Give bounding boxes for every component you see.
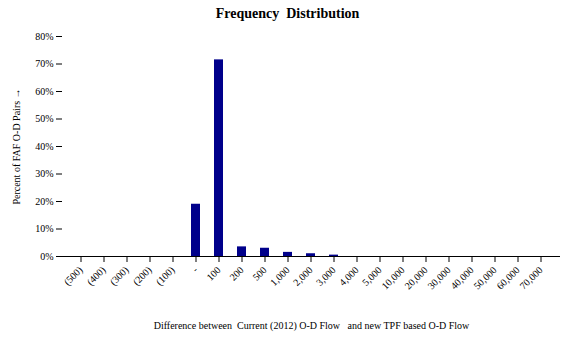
svg-text:(400): (400) — [85, 264, 109, 288]
svg-text:40%: 40% — [35, 141, 53, 152]
svg-text:70%: 70% — [35, 58, 53, 69]
html-text:Frequency Distribution: Frequency Distribution — [215, 6, 360, 21]
svg-text:200: 200 — [227, 264, 245, 282]
svg-text:60%: 60% — [35, 86, 53, 97]
svg-text:0%: 0% — [40, 251, 53, 262]
svg-text:40,000: 40,000 — [448, 264, 475, 291]
svg-text:20,000: 20,000 — [402, 264, 429, 291]
svg-text:50%: 50% — [35, 113, 53, 124]
svg-text:50,000: 50,000 — [471, 264, 498, 291]
svg-text:10%: 10% — [35, 223, 53, 234]
svg-text:30,000: 30,000 — [425, 264, 452, 291]
svg-text:100: 100 — [204, 264, 222, 282]
svg-text:Percent of FAF O-D Pairs →: Percent of FAF O-D Pairs → — [11, 88, 22, 204]
svg-text:4,000: 4,000 — [337, 264, 361, 288]
svg-text:(500): (500) — [62, 264, 86, 288]
svg-text:70,000: 70,000 — [517, 264, 544, 291]
svg-text:(100): (100) — [154, 264, 178, 288]
svg-text:-: - — [190, 264, 200, 274]
svg-text:Difference between Current (2: Difference between Current (2012) O-D Fl… — [154, 320, 470, 332]
svg-text:30%: 30% — [35, 168, 53, 179]
svg-text:(200): (200) — [131, 264, 155, 288]
svg-text:1,000: 1,000 — [268, 264, 292, 288]
svg-text:2,000: 2,000 — [291, 264, 315, 288]
svg-text:20%: 20% — [35, 196, 53, 207]
svg-text:5,000: 5,000 — [360, 264, 384, 288]
svg-text:80%: 80% — [35, 31, 53, 42]
svg-text:60,000: 60,000 — [494, 264, 521, 291]
svg-text:3,000: 3,000 — [314, 264, 338, 288]
svg-text:500: 500 — [250, 264, 268, 282]
svg-text:(300): (300) — [108, 264, 132, 288]
svg-text:10,000: 10,000 — [379, 264, 406, 291]
